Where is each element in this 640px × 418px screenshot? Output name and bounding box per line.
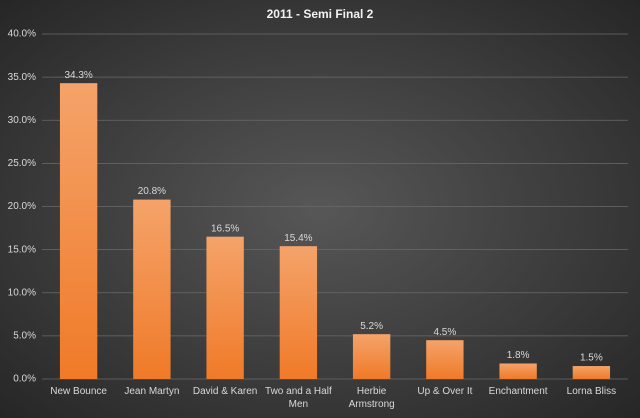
- chart-title: 2011 - Semi Final 2: [267, 7, 374, 21]
- y-tick-label: 40.0%: [8, 29, 36, 40]
- bar: [133, 199, 171, 379]
- y-tick-label: 10.0%: [8, 287, 36, 298]
- y-tick-label: 35.0%: [8, 72, 36, 83]
- bar: [426, 340, 464, 379]
- bar: [352, 334, 391, 379]
- y-tick-label: 25.0%: [8, 158, 36, 169]
- data-label: 4.5%: [433, 327, 456, 338]
- x-tick-label: Enchantment: [488, 386, 548, 397]
- x-tick-label: David & Karen: [192, 386, 258, 397]
- data-label: 5.2%: [360, 321, 383, 332]
- x-tick-label: Jean Martyn: [124, 386, 180, 397]
- bar: [206, 236, 244, 379]
- x-tick-label: Two and a Half Men: [265, 386, 332, 410]
- bar: [279, 246, 318, 379]
- data-label: 16.5%: [211, 223, 239, 234]
- y-tick-label: 0.0%: [13, 374, 36, 385]
- bar: [572, 366, 611, 379]
- bar: [499, 363, 537, 379]
- x-tick-label: Lorna Bliss: [566, 386, 617, 397]
- data-label: 1.8%: [507, 350, 530, 361]
- y-tick-label: 5.0%: [13, 331, 36, 342]
- y-tick-label: 30.0%: [8, 115, 36, 126]
- bar: [59, 83, 98, 379]
- data-label: 20.8%: [138, 186, 166, 197]
- data-label: 15.4%: [284, 233, 312, 244]
- data-label: 1.5%: [580, 353, 603, 364]
- x-tick-label: New Bounce: [50, 386, 107, 397]
- data-label: 34.3%: [64, 70, 92, 81]
- x-tick-label: Herbie Armstrong: [348, 386, 395, 410]
- x-tick-label: Up & Over It: [417, 386, 473, 397]
- y-tick-label: 15.0%: [8, 244, 36, 255]
- y-tick-label: 20.0%: [8, 201, 36, 212]
